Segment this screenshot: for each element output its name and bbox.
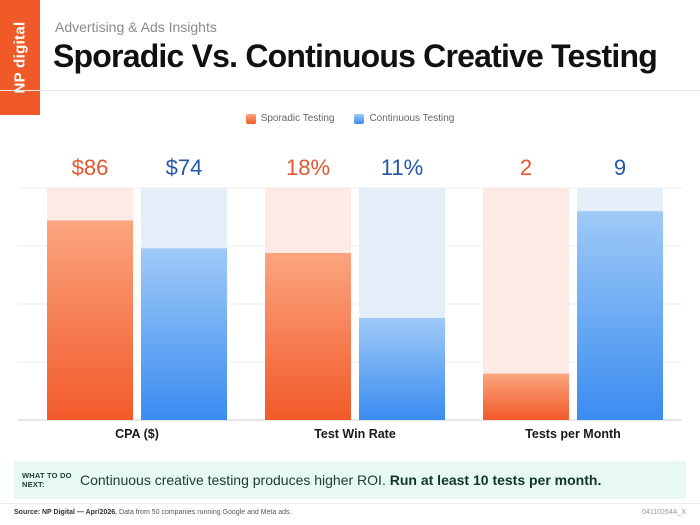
category-label: CPA ($): [115, 427, 159, 441]
legend-item-sporadic: Sporadic Testing: [245, 113, 335, 124]
data-label: $74: [166, 155, 203, 180]
document-id: 04110264A_X: [642, 509, 686, 516]
eyebrow-text: Advertising & Ads Insights: [55, 19, 217, 35]
source-text: Data from 50 companies running Google an…: [119, 509, 292, 516]
page-title: Sporadic Vs. Continuous Creative Testing: [53, 38, 658, 74]
callout-text: Continuous creative testing produces hig…: [80, 472, 601, 488]
data-label: 18%: [286, 155, 330, 180]
source-label: Source: NP Digital — Apr/2026.: [14, 509, 118, 516]
category-label: Tests per Month: [525, 427, 621, 441]
bar-sporadic: [265, 252, 351, 420]
category-label: Test Win Rate: [314, 427, 396, 441]
data-label: 2: [520, 155, 532, 180]
legend-label-continuous: Continuous Testing: [369, 113, 455, 124]
legend-swatch-sporadic: [245, 113, 256, 124]
chart-legend: Sporadic Testing Continuous Testing: [0, 113, 700, 124]
bar-continuous: [577, 211, 663, 420]
callout-emphasis: Run at least 10 tests per month.: [389, 472, 602, 488]
bar-sporadic: [483, 373, 569, 420]
data-label: 11%: [381, 155, 423, 180]
legend-swatch-continuous: [354, 113, 365, 124]
bar-sporadic: [47, 220, 133, 420]
brand-tab: NP digital: [0, 0, 40, 115]
source-note: Source: NP Digital — Apr/2026. Data from…: [14, 509, 291, 516]
data-label: 9: [614, 155, 626, 180]
callout-message: Continuous creative testing produces hig…: [80, 472, 386, 488]
next-step-callout: WHAT TO DO NEXT: Continuous creative tes…: [14, 461, 686, 499]
footer-divider: [0, 503, 700, 504]
legend-item-continuous: Continuous Testing: [354, 113, 454, 124]
bar-chart: $86 $74 CPA ($) 18% 11% Test Win Rate 2 9 Tests …: [18, 155, 682, 441]
header-divider: [0, 90, 700, 91]
callout-tag: WHAT TO DO NEXT:: [22, 471, 72, 489]
data-label: $86: [72, 155, 109, 180]
legend-label-sporadic: Sporadic Testing: [260, 113, 335, 124]
bar-continuous: [141, 248, 227, 420]
bar-continuous: [359, 317, 445, 420]
